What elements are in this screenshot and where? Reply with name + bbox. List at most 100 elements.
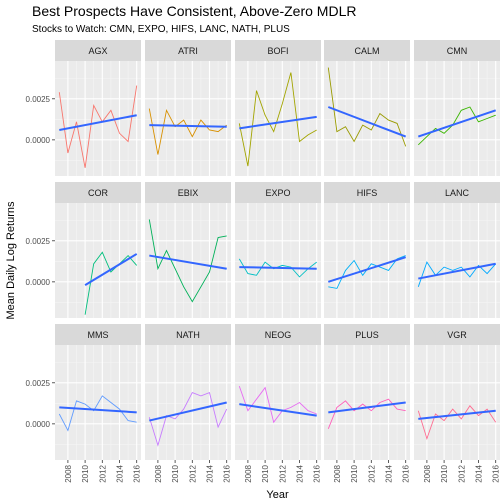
trend-line [59,114,137,131]
facet-label: CMN [447,46,468,56]
x-tick-label: 2010 [81,464,90,482]
y-tick-label: 0.0025 [26,379,51,388]
facet-label: EBIX [178,188,199,198]
facet-strip [145,40,231,61]
trend-line [59,406,137,414]
x-tick-label: 2010 [171,464,180,482]
series-line [417,261,497,287]
x-tick-label: 2014 [475,464,484,482]
trend-line [239,266,317,270]
facet-label: EXPO [265,188,290,198]
facet-label: CALM [354,46,379,56]
facet-strip [235,324,321,345]
y-tick-label: 0.0000 [26,136,51,145]
panel-background [324,61,410,176]
facet-strip [235,182,321,203]
series-line [58,395,137,432]
x-tick-label: 2008 [154,464,163,482]
x-tick-label: 2012 [457,464,466,482]
trend-line [149,124,227,128]
panel-background [145,203,231,318]
x-tick-label: 2012 [98,464,107,482]
facet-strip [414,182,500,203]
x-tick-label: 2012 [278,464,287,482]
y-tick-label: 0.0025 [26,237,51,246]
facet-strip [235,40,321,61]
facet-label: PLUS [355,330,379,340]
x-tick-label: 2010 [440,464,449,482]
facet-label: AGX [88,46,107,56]
facet-strip [55,40,141,61]
x-tick-label: 2014 [206,464,215,482]
trend-line [149,401,227,422]
x-tick-label: 2008 [244,464,253,482]
facet-label: MMS [88,330,109,340]
facet-strip [145,182,231,203]
trend-line [417,109,497,138]
facet-strip [55,324,141,345]
y-tick-label: 0.0025 [26,95,51,104]
x-tick-label: 2014 [296,464,305,482]
x-tick-label: 2016 [492,464,501,482]
facet-strip [324,182,410,203]
x-axis-title: Year [266,489,289,501]
trend-line [239,115,317,130]
x-tick-label: 2012 [188,464,197,482]
panel-background [55,61,141,176]
facet-strip [324,324,410,345]
facet-label: ATRI [178,46,198,56]
panel-background [145,61,231,176]
trend-line [327,106,407,138]
facet-strip [55,182,141,203]
panel-background [235,345,321,460]
facet-label: NATH [176,330,200,340]
chart-subtitle: Stocks to Watch: CMN, EXPO, HIFS, LANC, … [32,24,290,35]
x-tick-label: 2016 [313,464,322,482]
panel-background [414,345,500,460]
trend-line [328,401,406,414]
x-tick-label: 2014 [385,464,394,482]
trend-line [418,262,496,280]
facet-strip [324,40,410,61]
x-tick-label: 2008 [333,464,342,482]
x-tick-label: 2014 [116,464,125,482]
facet-label: NEOG [265,330,292,340]
x-tick-label: 2010 [350,464,359,482]
x-tick-label: 2016 [402,464,411,482]
facet-label: COR [88,188,109,198]
series-line [58,85,138,168]
panel-background [324,345,410,460]
facet-label: HIFS [357,188,378,198]
trend-line [84,253,138,286]
y-tick-label: 0.0000 [26,420,51,429]
series-line [148,391,228,447]
series-line [148,108,227,155]
series-line [84,251,138,315]
y-axis-title: Mean Daily Log Returns [5,201,17,320]
x-tick-label: 2008 [64,464,73,482]
facet-label: VGR [447,330,467,340]
panel-background [235,203,321,318]
trend-line [239,403,317,417]
trend-line [149,254,227,270]
panel-background [414,203,500,318]
facet-strip [414,324,500,345]
trend-line [418,409,496,420]
x-tick-label: 2008 [423,464,432,482]
chart-title: Best Prospects Have Consistent, Above-Ze… [32,3,357,19]
series-line [148,219,227,303]
x-tick-label: 2016 [223,464,232,482]
facet-label: LANC [445,188,470,198]
series-line [238,72,317,167]
series-line [327,67,407,147]
x-tick-label: 2016 [133,464,142,482]
x-tick-label: 2010 [261,464,270,482]
x-tick-label: 2012 [367,464,376,482]
trend-line [327,256,407,283]
series-line [238,385,317,424]
y-tick-label: 0.0000 [26,278,51,287]
facet-strip [145,324,231,345]
facet-strip [414,40,500,61]
